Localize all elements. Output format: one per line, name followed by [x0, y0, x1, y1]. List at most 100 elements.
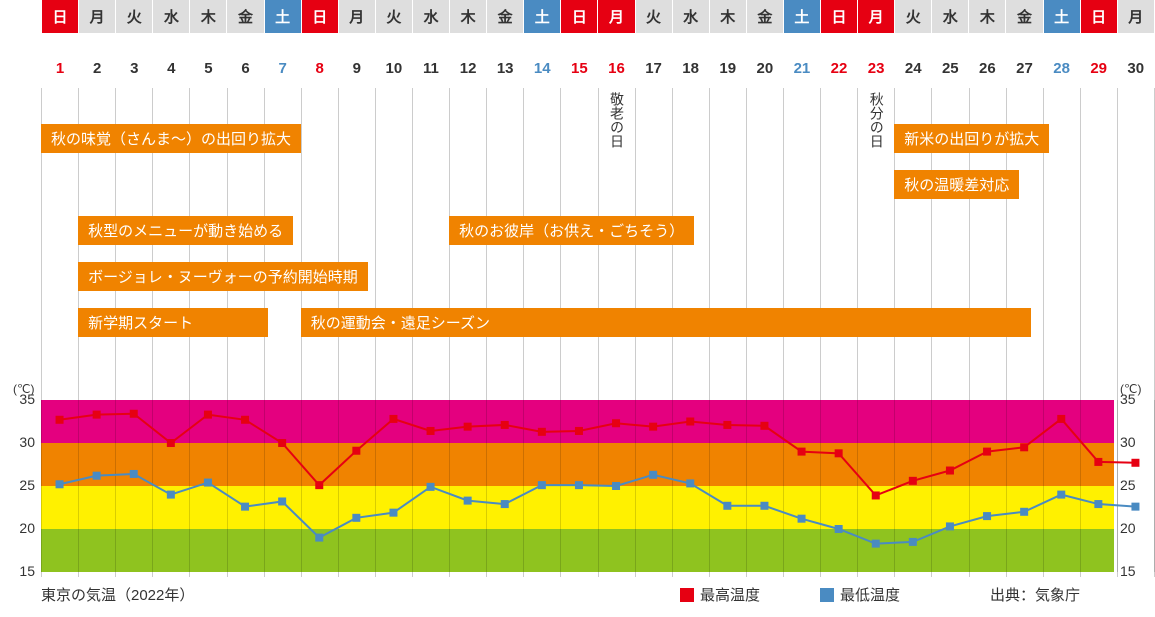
- calendar-num-cell: 28: [1043, 52, 1080, 85]
- series-marker: [760, 422, 768, 430]
- ytick-left: 35: [19, 391, 35, 407]
- series-marker: [909, 538, 917, 546]
- calendar-num-cell: 6: [226, 52, 263, 85]
- calendar-num-cell: 27: [1005, 52, 1042, 85]
- calendar-dow-cell: 日: [301, 0, 338, 33]
- calendar-dow-cell: 土: [523, 0, 560, 33]
- calendar-num-cell: 8: [301, 52, 338, 85]
- series-marker: [872, 540, 880, 548]
- ytick-left: 20: [19, 520, 35, 536]
- calendar-dow-cell: 水: [412, 0, 449, 33]
- legend-swatch: [680, 588, 694, 602]
- series-marker: [501, 421, 509, 429]
- series-marker: [872, 491, 880, 499]
- series-line: [60, 414, 1136, 496]
- calendar-num-cell: 4: [152, 52, 189, 85]
- series-marker: [93, 411, 101, 419]
- series-marker: [649, 471, 657, 479]
- calendar-num-cell: 10: [375, 52, 412, 85]
- series-marker: [723, 421, 731, 429]
- calendar-dow-cell: 月: [857, 0, 894, 33]
- series-marker: [427, 483, 435, 491]
- series-marker: [130, 470, 138, 478]
- series-marker: [167, 491, 175, 499]
- series-marker: [1020, 508, 1028, 516]
- chart-gridline-vertical: [1117, 400, 1118, 572]
- calendar-num-cell: 21: [783, 52, 820, 85]
- series-marker: [389, 509, 397, 517]
- ytick-left: 30: [19, 434, 35, 450]
- calendar-dow-cell: 月: [1117, 0, 1154, 33]
- series-marker: [464, 497, 472, 505]
- legend-item: 最低温度: [820, 584, 900, 605]
- series-marker: [649, 423, 657, 431]
- series-marker: [538, 481, 546, 489]
- series-marker: [1094, 458, 1102, 466]
- calendar-dow-cell: 火: [115, 0, 152, 33]
- series-marker: [241, 503, 249, 511]
- calendar-num-cell: 19: [709, 52, 746, 85]
- series-marker: [575, 481, 583, 489]
- series-marker: [427, 427, 435, 435]
- series-marker: [204, 411, 212, 419]
- calendar-num-cell: 1: [41, 52, 78, 85]
- series-marker: [204, 479, 212, 487]
- calendar-num-cell: 23: [857, 52, 894, 85]
- event-box: ボージョレ・ヌーヴォーの予約開始時期: [78, 262, 368, 291]
- ytick-right: 25: [1120, 477, 1136, 493]
- series-marker: [1131, 459, 1139, 467]
- calendar-dow-cell: 木: [968, 0, 1005, 33]
- calendar-dow-cell: 日: [560, 0, 597, 33]
- calendar-dow-row: 日月火水木金土日月火水木金土日月火水木金土日月火水木金土日月: [41, 0, 1154, 33]
- ytick-right: 35: [1120, 391, 1136, 407]
- series-marker: [612, 419, 620, 427]
- calendar-dow-cell: 木: [709, 0, 746, 33]
- series-marker: [352, 514, 360, 522]
- calendar-dow-cell: 金: [746, 0, 783, 33]
- series-marker: [352, 447, 360, 455]
- calendar-num-cell: 26: [968, 52, 1005, 85]
- calendar-dow-cell: 金: [486, 0, 523, 33]
- calendar-num-cell: 29: [1080, 52, 1117, 85]
- calendar-num-cell: 16: [597, 52, 634, 85]
- calendar-dow-cell: 火: [635, 0, 672, 33]
- calendar-dow-cell: 木: [189, 0, 226, 33]
- calendar-dow-cell: 火: [375, 0, 412, 33]
- series-marker: [1020, 443, 1028, 451]
- calendar-dow-cell: 月: [78, 0, 115, 33]
- series-marker: [538, 428, 546, 436]
- calendar-num-cell: 13: [486, 52, 523, 85]
- series-marker: [946, 522, 954, 530]
- legend-item: 最高温度: [680, 584, 760, 605]
- series-marker: [1131, 503, 1139, 511]
- calendar-dow-cell: 火: [894, 0, 931, 33]
- event-box: 新学期スタート: [78, 308, 268, 337]
- calendar-dow-cell: 水: [672, 0, 709, 33]
- series-marker: [723, 502, 731, 510]
- series-marker: [612, 482, 620, 490]
- ytick-right: 15: [1120, 563, 1136, 579]
- calendar-num-cell: 9: [338, 52, 375, 85]
- calendar-num-cell: 22: [820, 52, 857, 85]
- temperature-chart: [41, 400, 1114, 572]
- series-marker: [464, 423, 472, 431]
- legend-swatch: [820, 588, 834, 602]
- series-marker: [760, 502, 768, 510]
- event-box: 秋の運動会・遠足シーズン: [301, 308, 1031, 337]
- event-box: 秋の温暖差対応: [894, 170, 1019, 199]
- series-marker: [798, 448, 806, 456]
- calendar-num-cell: 18: [672, 52, 709, 85]
- calendar-dow-cell: 日: [820, 0, 857, 33]
- calendar-dow-cell: 金: [226, 0, 263, 33]
- series-marker: [909, 477, 917, 485]
- calendar-num-cell: 3: [115, 52, 152, 85]
- series-marker: [241, 416, 249, 424]
- event-box: 秋の味覚（さんま〜）の出回り拡大: [41, 124, 301, 153]
- series-marker: [835, 449, 843, 457]
- calendar-num-cell: 2: [78, 52, 115, 85]
- calendar-num-cell: 17: [635, 52, 672, 85]
- calendar-num-cell: 11: [412, 52, 449, 85]
- calendar-num-cell: 14: [523, 52, 560, 85]
- legend-label: 最低温度: [840, 584, 900, 605]
- event-box: 秋のお彼岸（お供え・ごちそう）: [449, 216, 694, 245]
